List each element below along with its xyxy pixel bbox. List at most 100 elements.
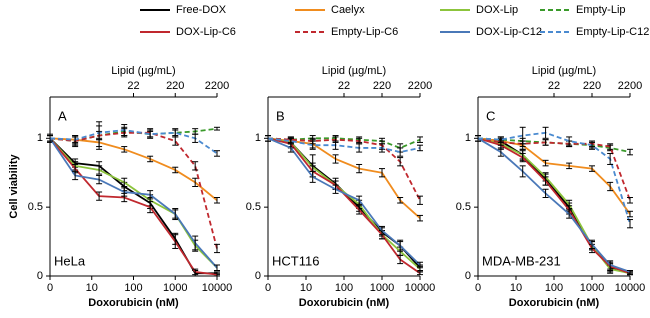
error-bar bbox=[214, 126, 220, 131]
legend-label: Empty-Lip bbox=[576, 4, 626, 16]
error-bar bbox=[147, 129, 154, 139]
legend-label: DOX-Lip-C12 bbox=[476, 26, 542, 38]
x-tick-label: 1000 bbox=[370, 282, 394, 294]
x2-tick-label: 2200 bbox=[618, 80, 642, 92]
error-bar bbox=[72, 170, 79, 181]
error-bar bbox=[475, 135, 481, 142]
error-bar bbox=[607, 143, 614, 150]
error-bar bbox=[542, 159, 549, 167]
error-bar bbox=[417, 195, 423, 205]
x2-tick-label: 22 bbox=[338, 80, 350, 92]
legend-label: DOX-Lip bbox=[476, 4, 518, 16]
error-bar bbox=[589, 140, 595, 150]
error-bar bbox=[497, 136, 504, 143]
x2-tick-label: 2200 bbox=[408, 80, 432, 92]
x-tick-label: 0 bbox=[475, 282, 481, 294]
x2-tick-label: 22 bbox=[127, 80, 139, 92]
x-tick-label: 10 bbox=[86, 282, 98, 294]
x-axis-title: Doxorubicin (nM) bbox=[299, 297, 390, 309]
error-bar bbox=[121, 187, 128, 197]
x-tick-label: 0 bbox=[47, 282, 53, 294]
y-tick-label: 0 bbox=[255, 270, 261, 282]
error-bar bbox=[542, 176, 549, 186]
error-bar bbox=[172, 128, 179, 138]
series-line bbox=[477, 137, 631, 153]
error-bar bbox=[147, 201, 154, 214]
error-bar bbox=[214, 243, 220, 254]
error-bar bbox=[309, 140, 316, 150]
error-bar bbox=[566, 162, 573, 170]
x-tick-label: 100 bbox=[335, 282, 353, 294]
error-bar bbox=[356, 205, 363, 215]
series-line bbox=[477, 137, 631, 215]
y-tick-label: 0 bbox=[465, 270, 471, 282]
error-bar bbox=[417, 261, 423, 269]
error-bar bbox=[96, 174, 103, 185]
panel-label: B bbox=[276, 108, 285, 123]
panel-label: A bbox=[58, 108, 67, 123]
error-bar bbox=[607, 181, 614, 192]
error-bar bbox=[379, 225, 385, 236]
error-bar bbox=[607, 152, 614, 165]
x-tick-label: 100 bbox=[545, 282, 563, 294]
legend-label: Caelyx bbox=[331, 4, 365, 16]
error-bar bbox=[566, 209, 573, 219]
series-line bbox=[267, 137, 421, 153]
error-bar bbox=[519, 165, 526, 178]
series-line bbox=[267, 137, 421, 201]
error-bar bbox=[397, 147, 404, 157]
error-bar bbox=[417, 136, 423, 143]
error-bar bbox=[627, 219, 633, 229]
error-bar bbox=[356, 195, 363, 205]
error-bar bbox=[542, 126, 549, 139]
error-bar bbox=[192, 235, 199, 251]
error-bar bbox=[96, 125, 103, 141]
series-line bbox=[477, 137, 631, 273]
legend-label: Empty-Lip-C6 bbox=[331, 26, 398, 38]
error-bar bbox=[214, 264, 220, 271]
error-bar bbox=[172, 166, 179, 174]
y-tick-label: 0.5 bbox=[28, 201, 43, 213]
error-bar bbox=[497, 147, 504, 157]
error-bar bbox=[121, 177, 128, 187]
y-axis-title: Cell viability bbox=[8, 154, 20, 219]
error-bar bbox=[589, 165, 595, 172]
error-bar bbox=[542, 139, 549, 146]
series-line bbox=[477, 137, 631, 275]
error-bar bbox=[397, 157, 404, 167]
error-bar bbox=[121, 124, 128, 137]
x2-axis-title: Lipid (µg/mL) bbox=[322, 65, 386, 77]
x-axis-title: Doxorubicin (nM) bbox=[509, 297, 600, 309]
error-bar bbox=[214, 272, 220, 277]
x2-tick-label: 220 bbox=[166, 80, 184, 92]
y-tick-label: 1 bbox=[255, 132, 261, 144]
x-tick-label: 100 bbox=[124, 282, 142, 294]
series-line bbox=[49, 137, 218, 201]
x-tick-label: 10000 bbox=[202, 282, 233, 294]
y-tick-label: 0 bbox=[37, 270, 43, 282]
x-tick-label: 10 bbox=[510, 282, 522, 294]
error-bar bbox=[332, 154, 339, 164]
error-bar bbox=[172, 209, 179, 219]
error-bar bbox=[356, 143, 363, 153]
error-bar bbox=[627, 148, 633, 156]
error-bar bbox=[417, 214, 423, 222]
error-bar bbox=[356, 163, 363, 174]
error-bar bbox=[309, 170, 316, 183]
error-bar bbox=[147, 190, 154, 200]
error-bar bbox=[397, 197, 404, 204]
x-tick-label: 10000 bbox=[615, 282, 646, 294]
error-bar bbox=[542, 188, 549, 199]
error-bar bbox=[379, 143, 385, 153]
x-tick-label: 10000 bbox=[405, 282, 436, 294]
cell-line-label: MDA-MB-231 bbox=[482, 253, 561, 268]
error-bar bbox=[214, 197, 220, 204]
cell-line-label: HeLa bbox=[54, 253, 86, 268]
error-bar bbox=[47, 135, 53, 142]
y-tick-label: 0.5 bbox=[456, 201, 471, 213]
x-tick-label: 0 bbox=[265, 282, 271, 294]
error-bar bbox=[287, 137, 294, 145]
error-bar bbox=[265, 135, 271, 142]
y-tick-label: 1 bbox=[465, 132, 471, 144]
